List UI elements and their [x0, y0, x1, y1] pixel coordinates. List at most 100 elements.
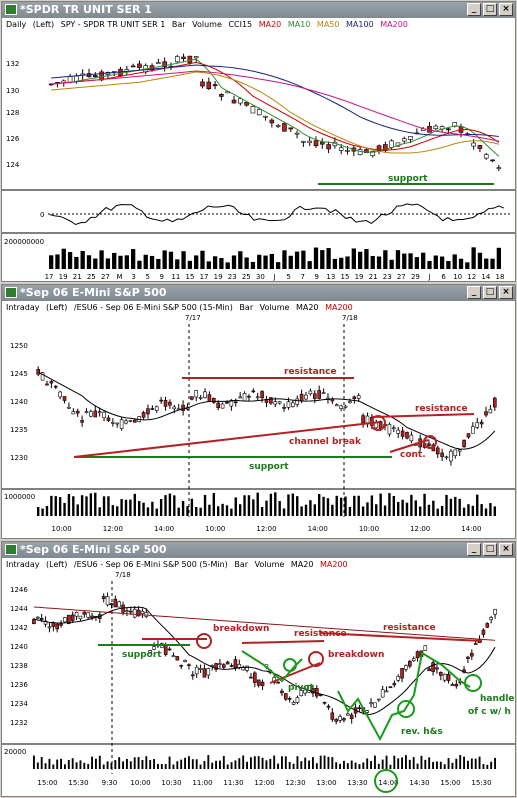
volume-bar: [428, 757, 431, 769]
volume-bar: [91, 756, 93, 769]
volume-bar: [439, 761, 442, 769]
candle-body: [45, 383, 49, 386]
volume-bar: [383, 505, 387, 516]
close-button[interactable]: ×: [499, 543, 513, 556]
candle-body: [286, 401, 291, 408]
candle-body: [313, 140, 319, 147]
restore-button[interactable]: □: [483, 286, 497, 299]
candle-body: [415, 651, 420, 659]
chart-window-es-5min[interactable]: *Sep 06 E-Mini S&P 500 _ □ × Intraday (L…: [1, 541, 516, 797]
ma200-line: [33, 606, 496, 641]
candle-body: [490, 159, 495, 162]
candle-body: [275, 125, 281, 127]
volume-bar: [187, 260, 193, 269]
volume-bar: [110, 762, 113, 769]
volume-bar: [476, 494, 479, 516]
volume-bar: [199, 764, 202, 769]
candle-body: [187, 55, 193, 64]
volume-bar: [72, 496, 75, 516]
volume-bar: [212, 492, 216, 516]
ma200-label: MA200: [325, 303, 353, 312]
candle-body: [277, 401, 282, 404]
volume-bar: [405, 755, 407, 769]
candle-body: [311, 687, 315, 694]
volume-bar: [358, 764, 361, 769]
candle-body: [148, 650, 152, 653]
volume-bar: [114, 760, 117, 769]
restore-button[interactable]: □: [483, 543, 497, 556]
minimize-button[interactable]: _: [467, 286, 481, 299]
candle-body: [132, 608, 137, 618]
candle-body: [477, 145, 483, 149]
volume-bar: [126, 758, 128, 769]
volume-bar: [320, 250, 325, 269]
window-titlebar[interactable]: *Sep 06 E-Mini S&P 500 _ □ ×: [2, 285, 515, 301]
price-chart-area[interactable]: 7/18 1246 1244 1242 1240 1238 1236 1234 …: [2, 559, 515, 796]
candle-body: [86, 612, 90, 618]
candle-body: [453, 449, 458, 457]
candle-body: [97, 411, 102, 413]
candle-body: [481, 629, 486, 635]
candle-body: [156, 62, 161, 64]
candle-body: [71, 411, 76, 415]
candle-body: [212, 397, 216, 403]
close-button[interactable]: ×: [499, 286, 513, 299]
chart-window-spy-daily[interactable]: *SPDR TR UNIT SER 1 _ □ × Daily (Left) S…: [1, 1, 516, 282]
candle-body: [113, 598, 118, 608]
volume-bar: [231, 255, 237, 269]
volume-bar: [190, 498, 194, 516]
time-highlight-marker: [374, 769, 398, 793]
candle-body: [218, 663, 222, 665]
minimize-button[interactable]: _: [467, 543, 481, 556]
volume-bar: [364, 249, 369, 269]
breakdown-marker: [308, 651, 324, 667]
moving-average-line: [51, 71, 499, 154]
x-tick: 11:30: [223, 779, 243, 787]
volume-bar: [312, 757, 314, 769]
x-tick: 27: [397, 273, 406, 281]
volume-bar: [313, 247, 319, 269]
volume-bar: [273, 755, 276, 769]
volume-bar: [215, 760, 217, 769]
volume-bar: [181, 500, 185, 516]
channel-break-annotation: channel break: [289, 437, 362, 447]
breakdown-annotation: breakdown: [213, 624, 269, 634]
candle-body: [291, 402, 295, 407]
window-titlebar[interactable]: *SPDR TR UNIT SER 1 _ □ ×: [2, 2, 515, 18]
chart-info-bar: Intraday (Left) /ESU6 - Sep 06 E-Mini S&…: [6, 560, 352, 569]
candle-body: [408, 136, 413, 140]
price-chart-area[interactable]: 7/17 7/18 1250 1245 1240 1235 1230 resis…: [2, 302, 515, 538]
price-chart-area[interactable]: 132 130 128 126 124 support 0 200000000 …: [2, 19, 515, 281]
candle-body: [251, 390, 256, 393]
volume-bar: [181, 251, 186, 269]
volume-bar: [397, 502, 400, 516]
candle-body: [89, 411, 93, 417]
candle-body: [470, 652, 474, 657]
rev-hs-annotation: rev. h&s: [401, 727, 443, 737]
ma50-label: MA50: [316, 20, 340, 29]
candle-body: [457, 449, 462, 452]
date-marker: 7/18: [115, 571, 131, 579]
volume-bar: [322, 496, 325, 516]
volume-bar: [238, 504, 242, 516]
candle-body: [233, 659, 238, 668]
window-titlebar[interactable]: *Sep 06 E-Mini S&P 500 _ □ ×: [2, 542, 515, 558]
chart-window-es-15min[interactable]: *Sep 06 E-Mini S&P 500 _ □ × Intraday (L…: [1, 284, 516, 539]
x-tick: 19: [214, 273, 223, 281]
candle-body: [346, 713, 350, 716]
volume-bar: [260, 507, 264, 516]
minimize-button[interactable]: _: [467, 3, 481, 16]
volume-bar: [225, 262, 230, 269]
volume-bar: [172, 764, 175, 769]
volume-bar: [54, 496, 57, 516]
volume-bar: [375, 504, 378, 516]
candle-body: [67, 406, 71, 409]
volume-bar: [48, 758, 51, 769]
candle-body: [299, 393, 304, 402]
volume-bar: [143, 254, 148, 269]
restore-button[interactable]: □: [483, 3, 497, 16]
candle-body: [111, 422, 115, 424]
close-button[interactable]: ×: [499, 3, 513, 16]
volume-bar: [357, 251, 363, 269]
candle-body: [216, 402, 221, 409]
